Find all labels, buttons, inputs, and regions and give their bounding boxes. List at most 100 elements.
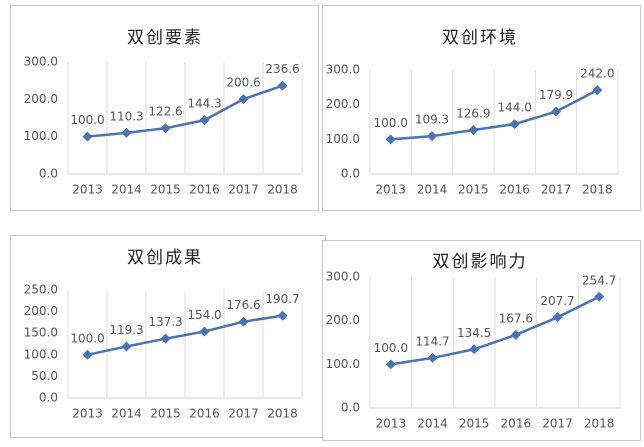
line	[87, 314, 283, 357]
x-tick-label: 2017	[228, 183, 259, 197]
line	[390, 295, 600, 366]
marker	[469, 344, 480, 355]
marker	[121, 341, 132, 352]
x-tick-label: 2018	[582, 183, 613, 197]
value-label: 242.0	[580, 67, 614, 81]
y-tick-label: 100.0	[326, 132, 360, 146]
x-tick-label: 2015	[150, 407, 181, 421]
value-label: 154.0	[187, 308, 221, 322]
x-tick-label: 2013	[72, 407, 103, 421]
x-tick-label: 2015	[458, 183, 489, 197]
marker	[385, 134, 396, 145]
marker	[238, 94, 249, 105]
chart-title: 双创环境	[442, 28, 518, 48]
marker	[199, 115, 210, 126]
line	[390, 88, 598, 141]
marker	[427, 352, 438, 363]
y-tick-label: 100.0	[24, 129, 58, 143]
marker	[427, 131, 437, 142]
value-label: 134.5	[457, 326, 491, 340]
x-tick-label: 2014	[417, 183, 448, 197]
marker	[510, 329, 521, 340]
value-label: 126.9	[456, 107, 490, 121]
marker	[277, 80, 288, 91]
marker	[82, 131, 93, 142]
x-tick-label: 2016	[189, 183, 220, 197]
chart-title: 双创成果	[127, 248, 203, 268]
x-tick-label: 2015	[459, 417, 490, 431]
value-label: 137.3	[148, 315, 182, 329]
value-label: 100.0	[373, 116, 407, 130]
x-tick-label: 2018	[267, 183, 298, 197]
x-tick-label: 2014	[111, 407, 142, 421]
x-tick-label: 2014	[111, 183, 142, 197]
y-tick-label: 300.0	[326, 270, 360, 284]
x-tick-label: 2016	[501, 417, 532, 431]
marker	[468, 125, 479, 136]
marker	[82, 349, 93, 360]
x-tick-label: 2013	[72, 183, 103, 197]
marker	[551, 106, 561, 117]
value-label: 122.6	[148, 105, 182, 119]
y-tick-label: 150.0	[24, 326, 58, 340]
x-tick-label: 2013	[376, 417, 407, 431]
marker	[277, 310, 288, 321]
value-label: 176.6	[226, 298, 260, 312]
y-tick-label: 250.0	[24, 283, 58, 297]
marker	[509, 119, 520, 130]
marker	[594, 291, 605, 302]
value-label: 119.3	[109, 323, 143, 337]
y-tick-label: 300.0	[24, 55, 58, 69]
x-tick-label: 2018	[584, 417, 615, 431]
value-label: 110.3	[109, 109, 143, 123]
marker	[160, 123, 171, 134]
x-tick-label: 2016	[189, 407, 220, 421]
x-tick-label: 2016	[499, 183, 530, 197]
value-label: 100.0	[70, 331, 104, 345]
y-tick-label: 0.0	[39, 391, 58, 405]
marker	[552, 312, 563, 323]
x-tick-label: 2018	[267, 407, 298, 421]
marker	[592, 85, 603, 96]
y-tick-label: 0.0	[39, 167, 58, 181]
x-tick-label: 2017	[228, 407, 259, 421]
value-label: 114.7	[415, 334, 449, 348]
value-label: 144.3	[187, 97, 221, 111]
marker	[199, 326, 210, 337]
value-label: 179.9	[539, 88, 573, 102]
panel	[322, 5, 641, 211]
panel	[322, 240, 641, 441]
marker	[385, 359, 396, 370]
marker	[121, 127, 132, 138]
x-tick-label: 2017	[542, 417, 573, 431]
y-tick-label: 0.0	[341, 167, 360, 181]
y-tick-label: 300.0	[326, 63, 360, 77]
value-label: 207.7	[540, 294, 574, 308]
line	[87, 84, 283, 138]
value-label: 254.7	[582, 273, 616, 287]
value-label: 100.0	[374, 341, 408, 355]
panel	[10, 5, 319, 211]
x-tick-label: 2017	[541, 183, 572, 197]
y-tick-label: 200.0	[326, 313, 360, 327]
value-label: 167.6	[499, 311, 533, 325]
x-tick-label: 2014	[417, 417, 448, 431]
y-tick-label: 100.0	[326, 357, 360, 371]
x-tick-label: 2013	[375, 183, 406, 197]
value-label: 200.6	[226, 76, 260, 90]
marker	[238, 316, 249, 327]
value-label: 100.0	[70, 113, 104, 127]
y-tick-label: 200.0	[326, 97, 360, 111]
chart-title: 双创影响力	[433, 252, 528, 272]
y-tick-label: 200.0	[24, 92, 58, 106]
y-tick-label: 200.0	[24, 304, 58, 318]
y-tick-label: 100.0	[24, 347, 58, 361]
x-tick-label: 2015	[150, 183, 181, 197]
value-label: 109.3	[415, 113, 449, 127]
value-label: 144.0	[497, 101, 531, 115]
y-tick-label: 50.0	[31, 369, 58, 383]
marker	[160, 333, 171, 344]
chart-title: 双创要素	[127, 28, 203, 48]
y-tick-label: 0.0	[341, 401, 360, 415]
